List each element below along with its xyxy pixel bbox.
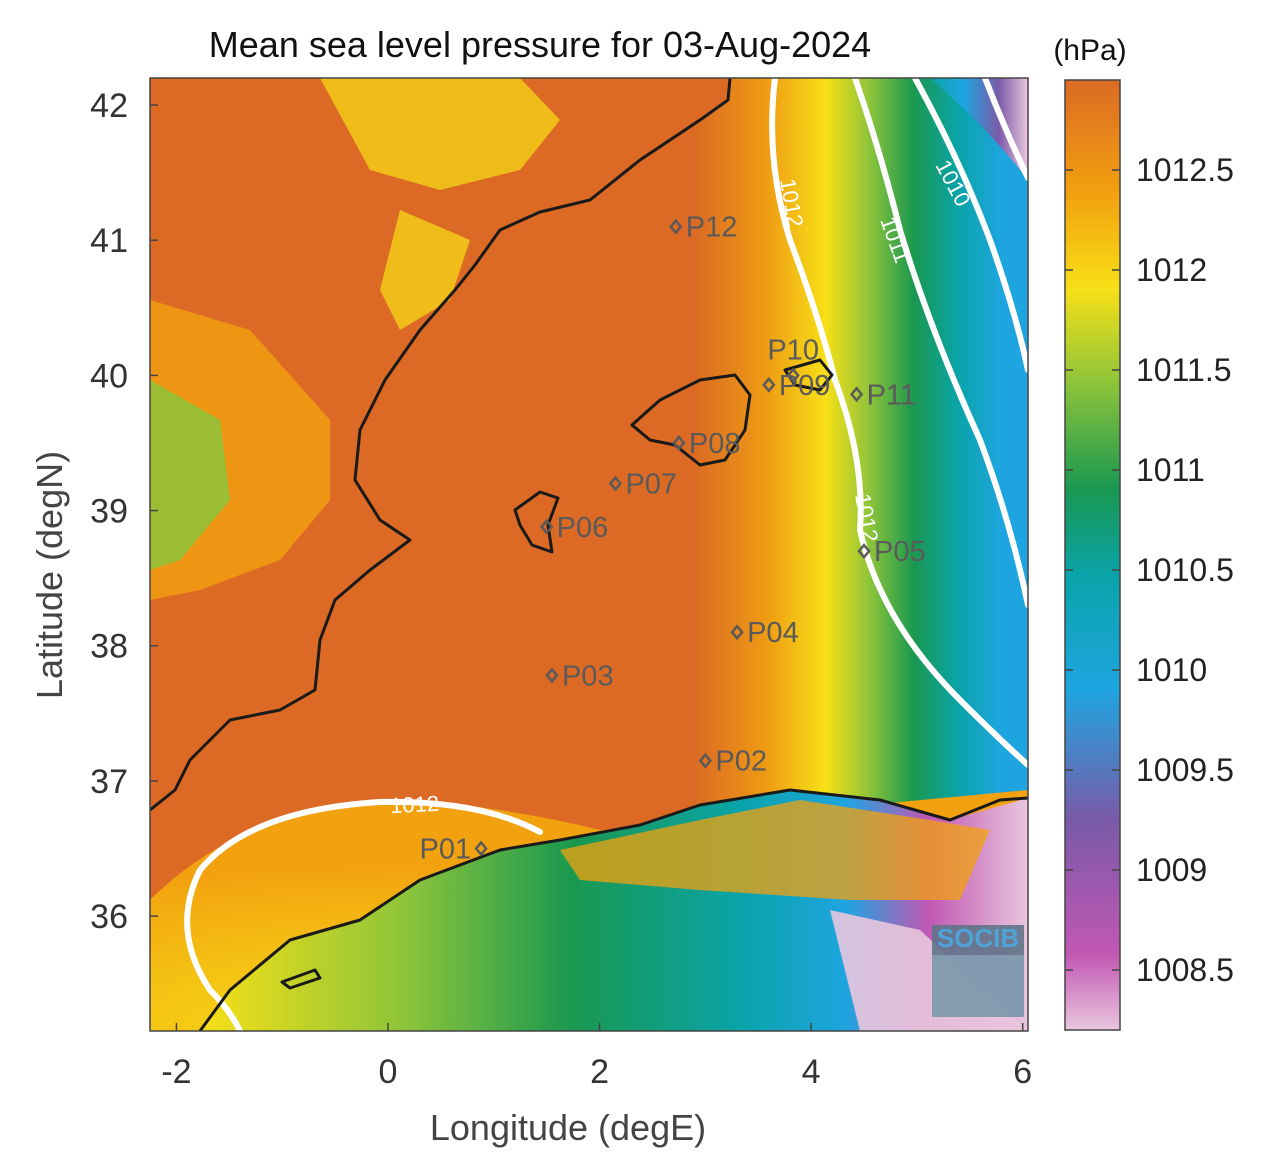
point-marker <box>850 386 864 403</box>
isobar-1012-east <box>769 78 1028 768</box>
point-marker <box>698 752 712 769</box>
x-tick-label: 4 <box>802 1053 821 1091</box>
colorbar-ticks: 1012.5 1012 1011.5 1011 1010.5 1010 1009.5 1009… <box>1065 152 1234 988</box>
colorbar-unit: (hPa) <box>1053 34 1126 67</box>
point-marker <box>762 376 776 393</box>
point-label: P09 <box>779 370 831 402</box>
land-shade <box>560 800 990 900</box>
iberia-land <box>150 78 730 810</box>
y-tick-label: 36 <box>90 898 128 936</box>
point-label: P03 <box>562 660 614 692</box>
point-label: P08 <box>689 428 741 460</box>
y-tick-label: 41 <box>90 222 128 260</box>
ibiza-outline <box>513 490 560 554</box>
x-tick-label: 2 <box>590 1053 609 1091</box>
colorbar-tick-label: 1008.5 <box>1136 952 1234 988</box>
x-axis: -2 0 2 4 6 <box>161 1023 1032 1091</box>
x-tick-label: 6 <box>1013 1053 1032 1091</box>
point-marker <box>540 518 554 535</box>
y-tick-label: 39 <box>90 493 128 531</box>
point-label: P06 <box>557 512 609 544</box>
point-label: P02 <box>715 746 767 778</box>
colorbar-tick-label: 1010 <box>1136 652 1207 688</box>
isobar-1011 <box>852 78 1028 608</box>
x-tick-label: -2 <box>161 1053 191 1091</box>
land-shade <box>320 78 560 190</box>
x-tick-label: 0 <box>379 1053 398 1091</box>
point-marker <box>730 624 744 641</box>
point-label: P12 <box>686 212 738 244</box>
y-tick-label: 37 <box>90 763 128 801</box>
point-marker <box>669 218 683 235</box>
sampling-points: P01 P02 P03 P04 P05 P06 P07 P08 P09 P10 P11 P12 <box>419 212 925 866</box>
isobar-1009 <box>982 78 1028 181</box>
point-marker <box>786 367 800 384</box>
point-marker <box>545 667 559 684</box>
islet-outline <box>280 968 322 990</box>
colorbar-tick-label: 1012.5 <box>1136 152 1234 188</box>
colorbar-tick-label: 1009.5 <box>1136 752 1234 788</box>
isobar-1010 <box>912 78 1028 373</box>
colorbar-tick-label: 1012 <box>1136 252 1207 288</box>
colorbar <box>1064 79 1121 1031</box>
isobar-1012-south <box>184 798 543 1031</box>
point-marker <box>857 543 871 560</box>
logo-text: SOCIB <box>937 923 1019 953</box>
point-label: P01 <box>419 834 471 866</box>
colorbar-tick-label: 1011.5 <box>1136 352 1232 388</box>
point-marker <box>474 840 488 857</box>
y-tick-label: 42 <box>90 87 128 125</box>
low-pressure-area <box>930 78 1028 180</box>
iberia-coastline <box>150 78 732 812</box>
point-label: P05 <box>874 536 926 568</box>
contour-label: 1012 <box>390 791 440 819</box>
y-tick-label: 38 <box>90 628 128 666</box>
land-shade <box>150 380 230 570</box>
mallorca-outline <box>630 373 752 467</box>
point-label: P11 <box>867 379 916 411</box>
y-tick-label: 40 <box>90 357 128 395</box>
figure-title: Mean sea level pressure for 03-Aug-2024 <box>209 24 871 65</box>
point-marker <box>608 475 623 492</box>
y-axis-label: Latitude (degN) <box>29 451 70 699</box>
socib-logo: SOCIB <box>932 923 1024 1017</box>
colorbar-tick-label: 1010.5 <box>1136 552 1234 588</box>
x-axis-label: Longitude (degE) <box>430 1107 706 1148</box>
point-marker <box>672 435 686 451</box>
point-label: P04 <box>747 617 799 649</box>
colorbar-tick-label: 1011 <box>1136 452 1205 488</box>
map-plot-area: 1012 1011 1010 1012 1012 P01P02P03P04P05… <box>150 78 1028 1031</box>
map-frame <box>149 77 1029 1032</box>
point-label: P10 <box>767 334 819 366</box>
colorbar-tick-label: 1009 <box>1136 852 1207 888</box>
point-label: P07 <box>625 469 677 501</box>
north-africa-coastline <box>198 788 1028 1031</box>
y-axis: 36 37 38 39 40 41 42 <box>90 87 158 936</box>
